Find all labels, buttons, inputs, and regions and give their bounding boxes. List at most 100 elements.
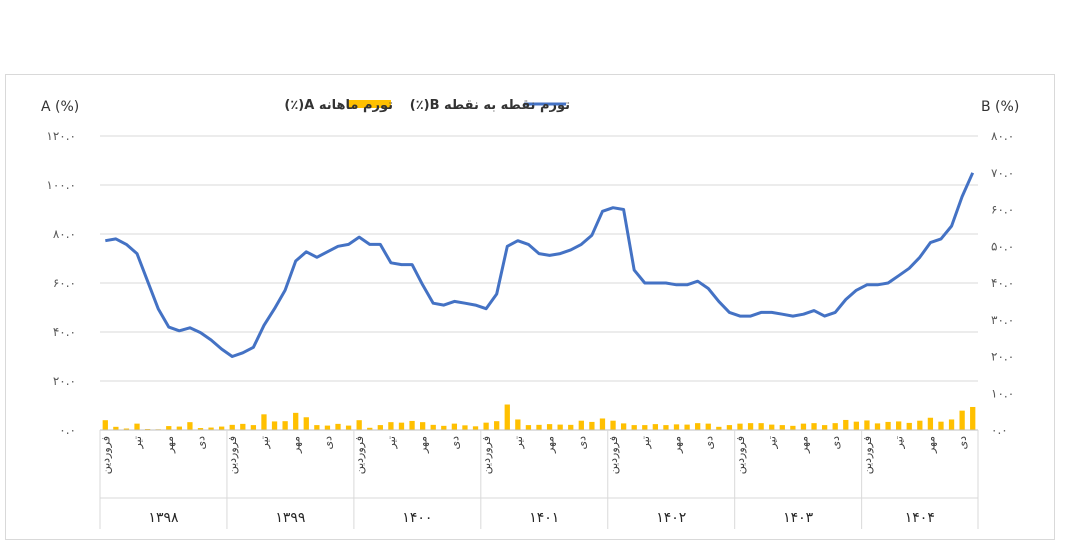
month-label: فروردین xyxy=(734,436,747,474)
bar xyxy=(673,424,680,430)
bar xyxy=(102,420,108,430)
left-tick-label: ۴۰.۰ xyxy=(53,325,76,339)
bar xyxy=(271,421,278,430)
bar xyxy=(208,427,214,430)
month-label: تیر xyxy=(512,436,525,449)
month-label: مهر xyxy=(924,436,937,454)
year-label: ۱۴۰۳ xyxy=(783,510,814,526)
month-label: فروردین xyxy=(861,436,874,474)
bar xyxy=(864,420,870,430)
month-label: دی xyxy=(829,436,842,450)
month-label: تیر xyxy=(893,436,906,449)
right-axis-title: B (%) xyxy=(981,99,1019,115)
bar xyxy=(737,423,743,430)
bar xyxy=(388,422,394,430)
bar xyxy=(948,419,955,430)
bar xyxy=(441,425,447,430)
legend-label-line: تورم نقطه به نقطه B(٪) xyxy=(410,98,570,113)
bar xyxy=(293,412,299,430)
month-label: دی xyxy=(956,436,969,450)
right-tick-label: ۱۰.۰ xyxy=(991,386,1014,400)
series-line xyxy=(105,172,975,358)
month-label: دی xyxy=(575,436,588,450)
bar xyxy=(557,424,563,430)
month-label: تیر xyxy=(639,436,652,449)
month-label: فروردین xyxy=(353,436,366,474)
bar xyxy=(261,414,267,430)
left-tick-label: ۲۰.۰ xyxy=(53,374,76,388)
month-label: تیر xyxy=(131,436,144,449)
bar xyxy=(324,425,331,430)
bar xyxy=(525,425,532,430)
month-label: تیر xyxy=(766,436,779,449)
bar xyxy=(917,420,923,430)
bar xyxy=(790,425,796,430)
month-label: فروردین xyxy=(226,436,239,474)
right-tick-label: ۸۰.۰ xyxy=(991,129,1014,143)
bar xyxy=(187,422,193,430)
bar xyxy=(663,425,669,430)
bar xyxy=(938,421,944,430)
bar xyxy=(896,421,902,430)
month-label: دی xyxy=(321,436,334,450)
month-label: تیر xyxy=(385,436,398,449)
bar xyxy=(483,422,489,430)
bar xyxy=(747,423,754,430)
bar xyxy=(515,419,521,430)
bar xyxy=(716,426,722,430)
bar xyxy=(970,406,976,430)
bar xyxy=(779,425,785,430)
left-tick-label: ۱۰۰.۰ xyxy=(46,178,76,192)
month-label: دی xyxy=(194,436,207,450)
bar xyxy=(589,421,595,430)
month-label: مهر xyxy=(417,436,430,454)
bar xyxy=(832,423,838,430)
bar xyxy=(769,424,775,430)
bar xyxy=(219,426,225,430)
right-tick-label: ۷۰.۰ xyxy=(991,166,1014,180)
bar xyxy=(843,419,849,430)
year-label: ۱۳۹۹ xyxy=(275,510,305,526)
bar xyxy=(959,410,965,430)
month-label: مهر xyxy=(797,436,810,454)
bar xyxy=(504,404,510,430)
bar xyxy=(197,428,204,430)
right-tick-label: ۴۰.۰ xyxy=(991,276,1014,290)
bar xyxy=(853,421,859,430)
bar xyxy=(303,417,309,430)
bar xyxy=(229,424,235,430)
bar xyxy=(568,424,574,430)
bar xyxy=(123,428,130,430)
bar xyxy=(166,426,172,430)
right-tick-label: ۲۰.۰ xyxy=(991,350,1014,364)
left-tick-label: ۰.۰ xyxy=(59,423,76,437)
bar xyxy=(705,423,711,430)
month-label: فروردین xyxy=(607,436,620,474)
bar xyxy=(885,421,891,430)
bar xyxy=(314,425,320,430)
month-label: مهر xyxy=(671,436,684,454)
bar xyxy=(282,421,288,430)
bar xyxy=(546,424,553,430)
legend-label-bar: تورم ماهانه A(٪) xyxy=(284,98,393,113)
left-tick-label: ۶۰.۰ xyxy=(53,276,76,290)
bar xyxy=(462,425,468,430)
bar xyxy=(176,426,182,430)
month-label: فروردین xyxy=(480,436,493,474)
bar xyxy=(451,423,458,430)
month-label: مهر xyxy=(544,436,557,454)
bar xyxy=(684,424,690,430)
year-label: ۱۴۰۱ xyxy=(529,510,559,526)
year-label: ۱۴۰۰ xyxy=(402,510,432,526)
bar xyxy=(578,420,584,430)
bar xyxy=(927,417,934,430)
bar xyxy=(494,421,500,430)
bar xyxy=(642,425,648,430)
bar xyxy=(800,423,807,430)
bar xyxy=(430,424,436,430)
bar xyxy=(250,425,257,430)
year-label: ۱۳۹۸ xyxy=(148,510,179,526)
bar xyxy=(335,423,341,430)
bar xyxy=(620,423,627,430)
chart-frame: ۰.۰ ۲۰.۰ ۴۰.۰ ۶۰.۰ ۸۰.۰ ۱۰۰.۰ ۱۲۰.۰ ۰.۰ ۱۰.۰ ۲۰.… xyxy=(5,74,1055,540)
